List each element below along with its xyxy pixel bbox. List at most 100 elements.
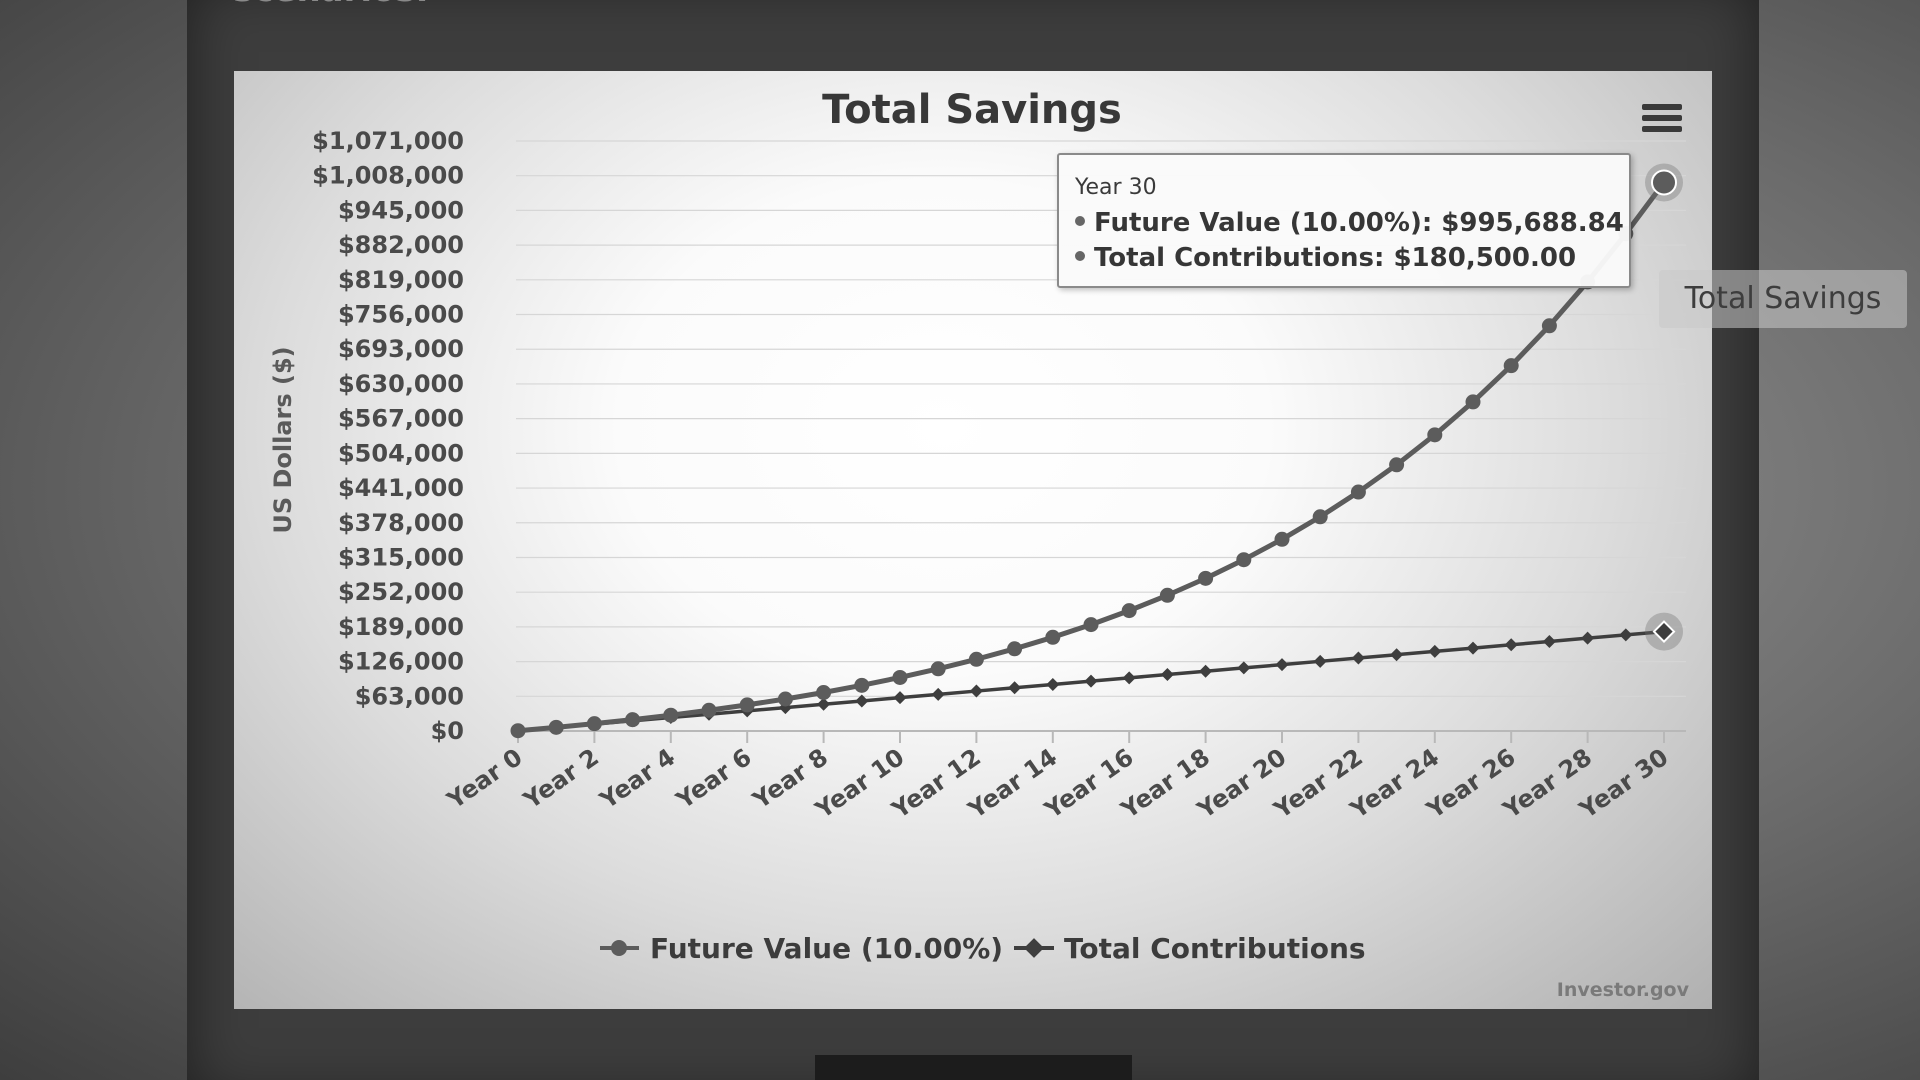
y-tick-label: $819,000 xyxy=(338,266,464,294)
data-point[interactable] xyxy=(777,691,793,707)
data-point[interactable] xyxy=(701,702,717,718)
y-axis-ticks: $0 $63,000 $126,000 $189,000 $252,000 $315,00… xyxy=(312,127,464,745)
data-point[interactable] xyxy=(1541,318,1557,334)
data-point[interactable] xyxy=(663,707,679,723)
data-point[interactable] xyxy=(817,697,831,711)
tooltip-future-value-text: Future Value (10.00%): $995,688.84 xyxy=(1094,208,1624,238)
data-point[interactable] xyxy=(1619,628,1633,642)
x-tick-label: Year 0 xyxy=(441,743,527,815)
chart-panel: Total Savings US Dollars ($) $0 $63,000 $1… xyxy=(234,71,1712,1009)
data-point[interactable] xyxy=(930,661,946,677)
page-heading-fragment: scenarios. xyxy=(233,0,429,10)
data-point[interactable] xyxy=(1008,681,1022,695)
data-point[interactable] xyxy=(1045,629,1061,645)
data-point[interactable] xyxy=(1084,674,1098,688)
y-tick-label: $504,000 xyxy=(338,439,464,467)
data-point[interactable] xyxy=(969,684,983,698)
bullet-dot-icon xyxy=(1075,250,1085,261)
data-point[interactable] xyxy=(625,712,641,728)
data-point[interactable] xyxy=(1581,631,1595,645)
y-tick-label: $1,008,000 xyxy=(312,162,464,190)
y-tick-label: $882,000 xyxy=(338,231,464,259)
data-point[interactable] xyxy=(1465,394,1481,410)
data-point[interactable] xyxy=(1542,634,1556,648)
data-point[interactable] xyxy=(1237,661,1251,675)
y-tick-label: $693,000 xyxy=(338,335,464,363)
chart-credit[interactable]: Investor.gov xyxy=(1557,979,1690,1001)
legend-label-total-contributions: Total Contributions xyxy=(1064,932,1366,965)
chart-menu-button[interactable] xyxy=(1642,101,1684,141)
legend-label-future-value: Future Value (10.00%) xyxy=(650,932,1003,965)
data-point[interactable] xyxy=(1504,638,1518,652)
data-point[interactable] xyxy=(1428,644,1442,658)
data-point[interactable] xyxy=(1160,668,1174,682)
data-point[interactable] xyxy=(1159,587,1175,603)
y-tick-label: $441,000 xyxy=(338,474,464,502)
data-point[interactable] xyxy=(1007,641,1023,657)
data-point[interactable] xyxy=(968,651,984,667)
bullet-dot-icon xyxy=(1075,215,1085,226)
data-point[interactable] xyxy=(739,697,755,713)
x-tick-label: Year 2 xyxy=(518,743,604,815)
legend-item-future-value[interactable]: Future Value (10.00%) xyxy=(600,932,1003,965)
data-point[interactable] xyxy=(816,684,832,700)
data-point[interactable] xyxy=(1652,620,1676,643)
y-tick-label: $1,071,000 xyxy=(312,127,464,155)
data-point[interactable] xyxy=(1351,651,1365,665)
y-tick-label: $126,000 xyxy=(338,648,464,676)
data-point[interactable] xyxy=(1312,509,1328,525)
y-tick-label: $63,000 xyxy=(355,682,464,710)
data-point[interactable] xyxy=(1275,658,1289,672)
data-point[interactable] xyxy=(1236,552,1252,568)
y-axis-label: US Dollars ($) xyxy=(269,346,297,533)
data-point[interactable] xyxy=(1083,617,1099,633)
series-total-contributions[interactable] xyxy=(511,612,1684,738)
tooltip-row-future-value: Future Value (10.00%): $995,688.84 xyxy=(1075,206,1629,241)
y-tick-label: $756,000 xyxy=(338,301,464,329)
data-point[interactable] xyxy=(548,719,564,735)
data-point[interactable] xyxy=(1274,531,1290,547)
data-point[interactable] xyxy=(1046,677,1060,691)
floating-tooltip-label: Total Savings xyxy=(1659,270,1907,328)
data-point[interactable] xyxy=(1390,648,1404,662)
data-point[interactable] xyxy=(1313,654,1327,668)
y-tick-label: $567,000 xyxy=(338,405,464,433)
monitor-stand xyxy=(815,1055,1132,1080)
diamond-marker-icon xyxy=(1024,938,1044,958)
y-tick-label: $189,000 xyxy=(338,613,464,641)
tooltip-total-contributions-text: Total Contributions: $180,500.00 xyxy=(1094,243,1577,273)
data-point[interactable] xyxy=(586,716,602,732)
data-point[interactable] xyxy=(510,723,526,739)
data-point[interactable] xyxy=(1427,427,1443,443)
data-point[interactable] xyxy=(1122,671,1136,685)
data-point[interactable] xyxy=(1466,641,1480,655)
hamburger-menu-icon xyxy=(1642,104,1684,132)
data-point[interactable] xyxy=(1350,484,1366,500)
data-point[interactable] xyxy=(855,694,869,708)
legend-item-total-contributions[interactable]: Total Contributions xyxy=(1014,932,1366,965)
tooltip-row-total-contributions: Total Contributions: $180,500.00 xyxy=(1075,241,1629,276)
data-point[interactable] xyxy=(1389,457,1405,473)
data-point[interactable] xyxy=(1199,664,1213,678)
data-point[interactable] xyxy=(1651,169,1677,196)
data-point[interactable] xyxy=(1503,358,1519,374)
chart-tooltip: Year 30 Future Value (10.00%): $995,688.… xyxy=(1057,153,1631,288)
y-tick-label: $0 xyxy=(431,717,464,745)
chart-title: Total Savings xyxy=(822,87,1122,133)
data-point[interactable] xyxy=(1121,603,1137,619)
data-point[interactable] xyxy=(893,691,907,705)
y-tick-label: $378,000 xyxy=(338,509,464,537)
data-point[interactable] xyxy=(931,687,945,701)
data-point[interactable] xyxy=(854,677,870,693)
data-point[interactable] xyxy=(1198,570,1214,586)
tooltip-header: Year 30 xyxy=(1075,175,1157,200)
chart-legend[interactable]: Future Value (10.00%) Total Contribution… xyxy=(600,932,1366,965)
y-tick-label: $252,000 xyxy=(338,578,464,606)
y-tick-label: $315,000 xyxy=(338,543,464,571)
data-point[interactable] xyxy=(892,669,908,685)
x-tick-label: Year 4 xyxy=(594,743,680,815)
y-tick-label: $630,000 xyxy=(338,370,464,398)
y-tick-label: $945,000 xyxy=(338,196,464,224)
